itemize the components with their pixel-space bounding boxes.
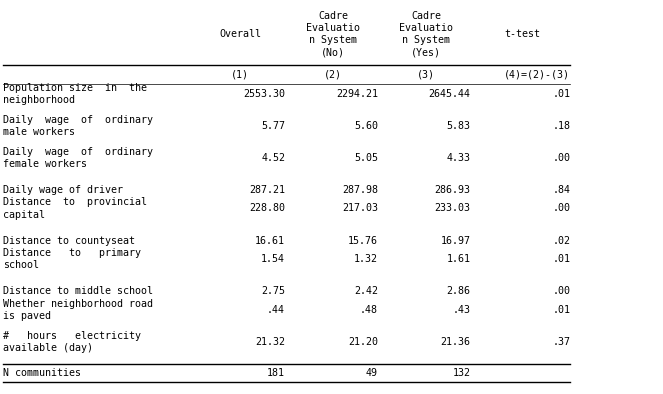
Text: t-test: t-test: [504, 30, 540, 39]
Text: 21.32: 21.32: [255, 337, 285, 347]
Text: 2553.30: 2553.30: [243, 89, 285, 99]
Text: 5.77: 5.77: [261, 121, 285, 131]
Text: 1.61: 1.61: [447, 254, 471, 264]
Text: (1): (1): [231, 69, 249, 79]
Text: 2645.44: 2645.44: [429, 89, 471, 99]
Text: .48: .48: [360, 305, 378, 315]
Text: 1.54: 1.54: [261, 254, 285, 264]
Text: (4)=(2)-(3): (4)=(2)-(3): [504, 69, 570, 79]
Text: 217.03: 217.03: [342, 203, 378, 214]
Text: 228.80: 228.80: [249, 203, 285, 214]
Text: Distance to countyseat: Distance to countyseat: [3, 236, 135, 245]
Text: 233.03: 233.03: [435, 203, 471, 214]
Text: 16.97: 16.97: [441, 236, 471, 245]
Text: .37: .37: [552, 337, 570, 347]
Text: .18: .18: [552, 121, 570, 131]
Text: 5.60: 5.60: [354, 121, 378, 131]
Text: Population size  in  the
neighborhood: Population size in the neighborhood: [3, 83, 147, 105]
Text: 286.93: 286.93: [435, 185, 471, 195]
Text: 5.05: 5.05: [354, 153, 378, 163]
Text: 16.61: 16.61: [255, 236, 285, 245]
Text: .01: .01: [552, 254, 570, 264]
Text: Distance   to   primary
school: Distance to primary school: [3, 248, 141, 270]
Text: .00: .00: [552, 203, 570, 214]
Text: .01: .01: [552, 305, 570, 315]
Text: Cadre
Evaluatio
n System
(Yes): Cadre Evaluatio n System (Yes): [399, 11, 453, 58]
Text: Cadre
Evaluatio
n System
(No): Cadre Evaluatio n System (No): [306, 11, 360, 58]
Text: .00: .00: [552, 153, 570, 163]
Text: Distance  to  provincial
capital: Distance to provincial capital: [3, 197, 147, 220]
Text: Distance to middle school: Distance to middle school: [3, 286, 153, 296]
Text: 1.32: 1.32: [354, 254, 378, 264]
Text: #   hours   electricity
available (day): # hours electricity available (day): [3, 331, 141, 353]
Text: Daily wage of driver: Daily wage of driver: [3, 185, 123, 195]
Text: Whether neighborhood road
is paved: Whether neighborhood road is paved: [3, 299, 153, 321]
Text: (2): (2): [324, 69, 342, 79]
Text: 21.36: 21.36: [441, 337, 471, 347]
Text: .44: .44: [267, 305, 285, 315]
Text: Daily  wage  of  ordinary
male workers: Daily wage of ordinary male workers: [3, 115, 153, 137]
Text: 5.83: 5.83: [447, 121, 471, 131]
Text: 15.76: 15.76: [348, 236, 378, 245]
Text: 4.52: 4.52: [261, 153, 285, 163]
Text: 2.42: 2.42: [354, 286, 378, 296]
Text: 2.86: 2.86: [447, 286, 471, 296]
Text: 49: 49: [366, 368, 378, 378]
Text: .02: .02: [552, 236, 570, 245]
Text: (3): (3): [417, 69, 435, 79]
Text: Overall: Overall: [219, 30, 261, 39]
Text: .84: .84: [552, 185, 570, 195]
Text: .00: .00: [552, 286, 570, 296]
Text: 2294.21: 2294.21: [336, 89, 378, 99]
Text: .43: .43: [453, 305, 471, 315]
Text: 287.98: 287.98: [342, 185, 378, 195]
Text: 2.75: 2.75: [261, 286, 285, 296]
Text: 4.33: 4.33: [447, 153, 471, 163]
Text: 132: 132: [453, 368, 471, 378]
Text: 21.20: 21.20: [348, 337, 378, 347]
Text: N communities: N communities: [3, 368, 82, 378]
Text: 287.21: 287.21: [249, 185, 285, 195]
Text: 181: 181: [267, 368, 285, 378]
Text: Daily  wage  of  ordinary
female workers: Daily wage of ordinary female workers: [3, 147, 153, 169]
Text: .01: .01: [552, 89, 570, 99]
